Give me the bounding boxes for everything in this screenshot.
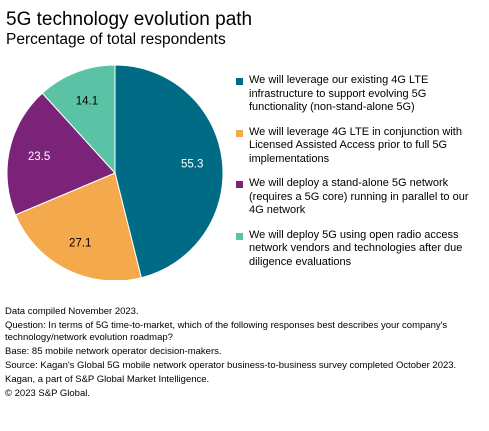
legend-label: We will leverage 4G LTE in conjunction w… bbox=[249, 125, 462, 165]
slice-licensed-assisted-access bbox=[14, 172, 142, 280]
legend-swatch bbox=[236, 232, 243, 240]
chart-title: 5G technology evolution path bbox=[6, 9, 253, 30]
legend-label: We will deploy a stand-alone 5G network … bbox=[249, 177, 469, 216]
legend-label: We will deploy 5G using open radio acces… bbox=[249, 228, 463, 268]
slice-non-standalone bbox=[114, 64, 224, 279]
footnote-base: Base: 85 mobile network operator decisio… bbox=[5, 346, 222, 357]
legend-item: We will deploy 5G using open radio acces… bbox=[236, 229, 486, 270]
legend: We will leverage our existing 4G LTE inf… bbox=[236, 74, 486, 280]
footnotes: Data compiled November 2023. Question: I… bbox=[5, 306, 485, 402]
legend-item: We will leverage our existing 4G LTE inf… bbox=[236, 74, 486, 115]
legend-item: We will leverage 4G LTE in conjunction w… bbox=[236, 126, 486, 167]
pie-chart: 55.3 27.1 23.5 14.1 bbox=[6, 64, 224, 280]
footnote-date: Data compiled November 2023. bbox=[5, 306, 139, 317]
slice-value-label: 23.5 bbox=[28, 151, 50, 163]
footnote-credit: Kagan, a part of S&P Global Market Intel… bbox=[5, 374, 210, 385]
legend-swatch bbox=[236, 181, 243, 188]
slice-value-label: 55.3 bbox=[181, 158, 203, 170]
legend-label: We will leverage our existing 4G LTE inf… bbox=[249, 74, 429, 113]
footnote-question: Question: In terms of 5G time-to-market,… bbox=[5, 320, 448, 343]
legend-swatch bbox=[236, 78, 243, 85]
slice-value-label: 27.1 bbox=[69, 238, 91, 250]
footnote-source: Source: Kagan's Global 5G mobile network… bbox=[5, 360, 457, 371]
slice-standalone bbox=[6, 92, 116, 216]
slice-open-ran bbox=[41, 64, 116, 175]
slice-value-label: 14.1 bbox=[76, 95, 98, 107]
chart-subtitle: Percentage of total respondents bbox=[6, 31, 226, 48]
footnote-copyright: © 2023 S&P Global. bbox=[5, 388, 90, 399]
legend-item: We will deploy a stand-alone 5G network … bbox=[236, 177, 486, 218]
legend-swatch bbox=[236, 129, 243, 137]
